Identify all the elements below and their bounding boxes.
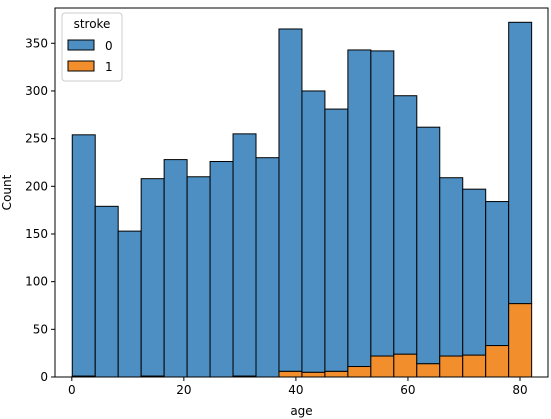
y-tick-label: 300 <box>25 84 48 98</box>
legend: stroke 0 1 <box>61 12 123 82</box>
bar-stroke-0 <box>71 134 96 377</box>
bar-stroke-1 <box>347 366 372 378</box>
bar-stroke-1 <box>485 345 510 378</box>
x-tick-label: 20 <box>176 383 191 397</box>
bar-stroke-1 <box>370 355 395 378</box>
bar-stroke-1 <box>462 354 487 378</box>
y-axis-ticks: 0 50 100 150 200 250 300 350 <box>25 36 55 384</box>
y-tick-label: 150 <box>25 227 48 241</box>
x-tick-label: 60 <box>400 383 415 397</box>
bar-stroke-1 <box>393 353 418 378</box>
bar-stroke-0 <box>140 178 165 377</box>
x-axis-ticks: 0 20 40 60 80 <box>68 377 528 397</box>
x-axis-label: age <box>290 404 312 418</box>
bar-stroke-0 <box>301 90 326 373</box>
y-axis-label: Count <box>0 174 14 210</box>
histogram-bars <box>71 21 533 378</box>
bar-stroke-0 <box>324 108 349 372</box>
bar-stroke-0 <box>393 95 418 355</box>
y-tick-label: 250 <box>25 132 48 146</box>
plot-area-frame <box>54 7 549 378</box>
bar-stroke-0 <box>508 21 533 305</box>
legend-swatch-stroke-1 <box>67 60 95 72</box>
legend-swatch-stroke-0 <box>67 39 95 51</box>
bar-stroke-0 <box>278 28 303 372</box>
bar-stroke-0 <box>232 133 257 377</box>
bar-stroke-0 <box>209 161 234 378</box>
x-tick-label: 40 <box>288 383 303 397</box>
y-tick-label: 50 <box>33 322 48 336</box>
bar-stroke-1 <box>508 303 533 378</box>
bar-stroke-0 <box>485 201 510 347</box>
bar-stroke-0 <box>439 177 464 357</box>
bar-stroke-0 <box>370 50 395 357</box>
x-tick-label: 0 <box>68 383 76 397</box>
y-tick-label: 200 <box>25 179 48 193</box>
bar-stroke-0 <box>94 205 119 378</box>
legend-label-stroke-1: 1 <box>105 60 113 74</box>
bar-stroke-1 <box>324 370 349 378</box>
bar-stroke-0 <box>117 230 142 378</box>
y-tick-label: 100 <box>25 275 48 289</box>
legend-label-stroke-0: 0 <box>105 39 113 53</box>
bar-stroke-0 <box>416 126 441 365</box>
bar-stroke-1 <box>278 370 303 378</box>
y-tick-label: 0 <box>40 370 48 384</box>
bar-stroke-1 <box>416 363 441 378</box>
y-tick-label: 350 <box>25 36 48 50</box>
bar-stroke-1 <box>439 355 464 378</box>
bar-stroke-0 <box>462 188 487 356</box>
legend-title: stroke <box>74 17 111 31</box>
x-tick-label: 80 <box>512 383 527 397</box>
bar-stroke-0 <box>186 176 211 378</box>
bar-stroke-0 <box>163 159 188 378</box>
bar-stroke-0 <box>347 49 372 368</box>
bar-stroke-1 <box>301 371 326 378</box>
bar-stroke-0 <box>255 157 280 378</box>
